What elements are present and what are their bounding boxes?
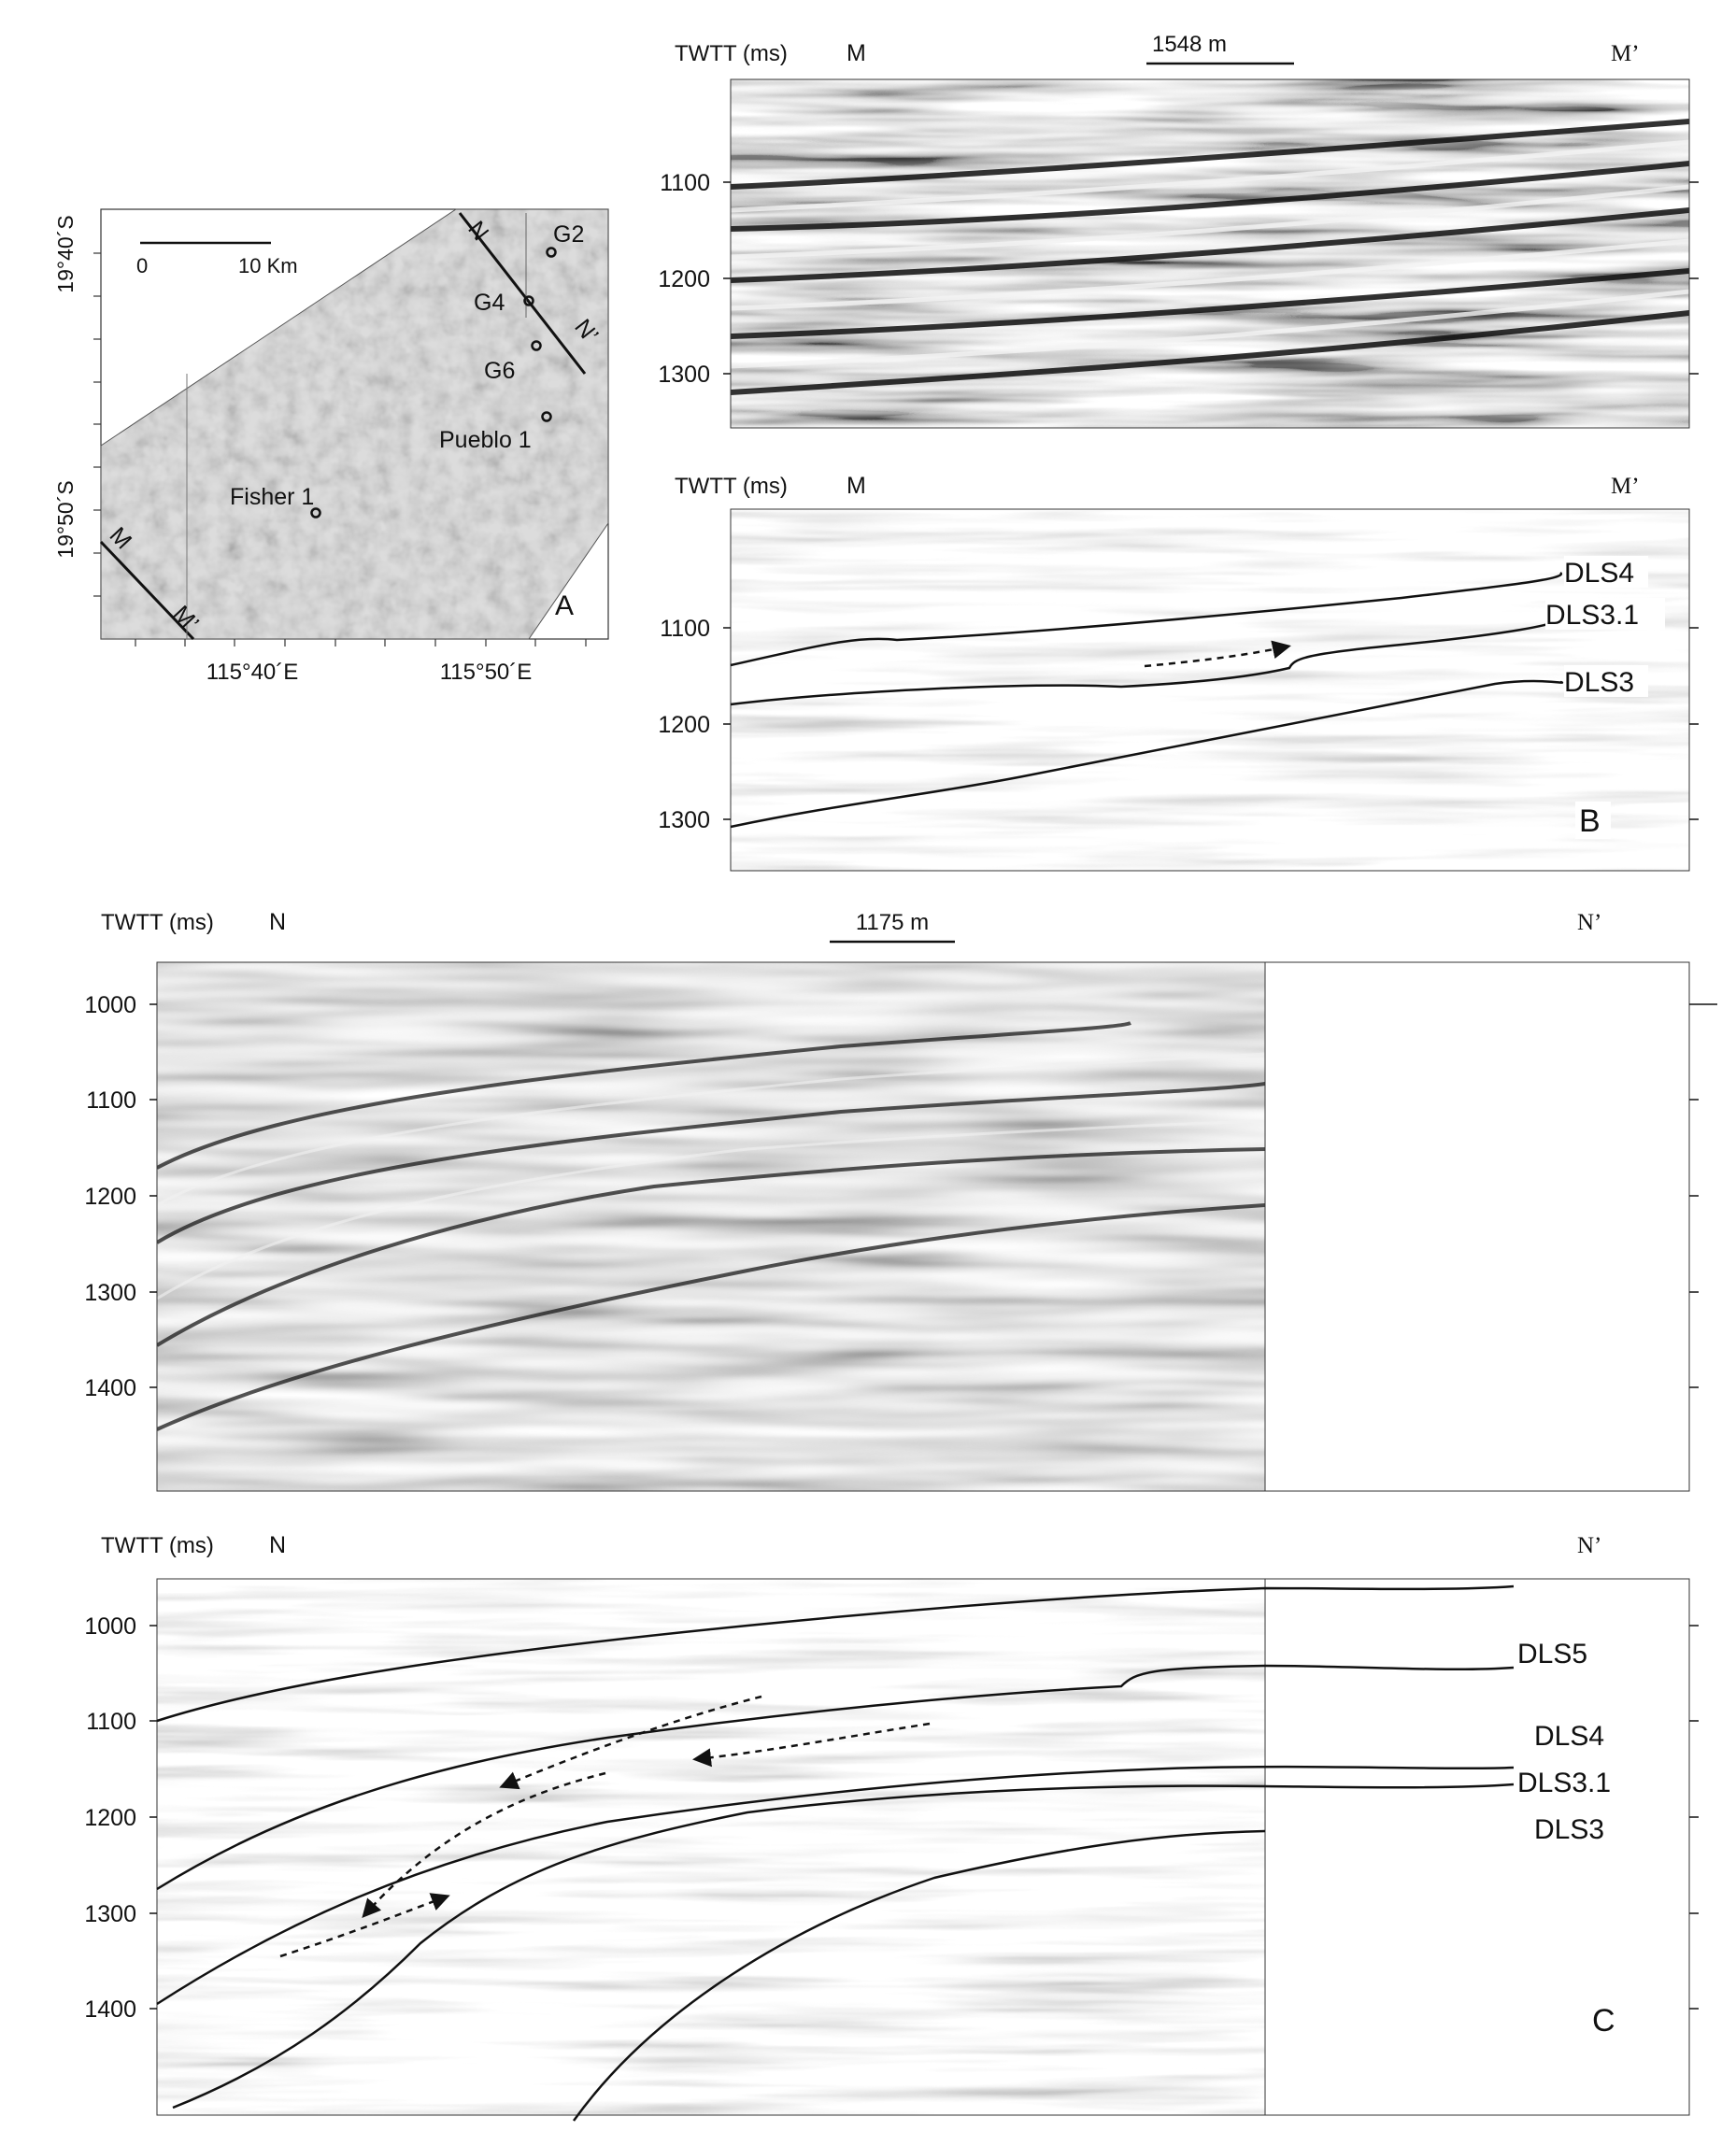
- top-tick-1200: 1200: [658, 266, 710, 292]
- map-ticks: [93, 252, 587, 646]
- c-horizon-dls5: [156, 1584, 1515, 1723]
- well-g4-marker: [523, 295, 534, 306]
- n-right-end: N’: [1577, 910, 1601, 935]
- b-horizon-labels: DLS4 DLS3.1 DLS3 B: [1545, 556, 1665, 839]
- c-right-end: N’: [1577, 1533, 1601, 1558]
- b-left-end: M: [847, 473, 866, 499]
- lon-label-west: 115°40´E: [206, 660, 299, 685]
- b-panel-letter: B: [1579, 803, 1601, 839]
- b-horizon-dls4: [730, 571, 1563, 667]
- c-horizons: [156, 1584, 1515, 2122]
- top-left-end: M: [847, 40, 866, 66]
- b-horizon-dls3.1: [730, 616, 1563, 706]
- b-label-dls4: DLS4: [1564, 558, 1634, 589]
- location-map: 19°40´S 19°50´S 115°40´E 115°50´E 0 10 K…: [53, 208, 609, 685]
- c-horizon-dls4: [156, 1664, 1515, 1891]
- n-scale-label: 1175 m: [856, 910, 929, 935]
- map-scale-label: 10 Km: [238, 254, 298, 277]
- c-label-dls4: DLS4: [1534, 1721, 1604, 1752]
- seismic-section-n-interpreted: TWTT (ms) N N’ DLS5 DLS4 DLS3.1: [84, 1532, 1699, 2122]
- top-tick-1100: 1100: [660, 170, 710, 196]
- b-axis-title: TWTT (ms): [675, 474, 788, 499]
- b-horizon-dls3: [730, 679, 1564, 829]
- c-tick-1100: 1100: [86, 1709, 136, 1735]
- b-seismic-image: [731, 509, 1689, 871]
- top-tick-1300: 1300: [658, 362, 710, 388]
- b-label-dls3.1: DLS3.1: [1545, 600, 1639, 631]
- b-tick-1200: 1200: [658, 712, 710, 738]
- c-left-end: N: [269, 1532, 286, 1558]
- c-tick-1300: 1300: [84, 1901, 136, 1927]
- well-g2-marker: [546, 247, 557, 258]
- c-horizon-dls3: [172, 1783, 1515, 2110]
- c-tick-1200: 1200: [84, 1805, 136, 1831]
- c-axis-title: TWTT (ms): [101, 1533, 214, 1558]
- lon-label-east: 115°50´E: [440, 660, 533, 685]
- c-horizon-labels: DLS5 DLS4 DLS3.1 DLS3 C: [1515, 1635, 1635, 2039]
- seismic-section-n-raw: TWTT (ms) N N’ 1175 m 100: [84, 909, 1717, 1492]
- c-seismic-image: [157, 1579, 1265, 2115]
- b-horizons: [730, 571, 1564, 829]
- b-tick-1100: 1100: [660, 616, 710, 642]
- top-axis-title: TWTT (ms): [675, 41, 788, 66]
- well-g6-label: G6: [484, 358, 515, 384]
- lat-label-north: 19°40´S: [53, 215, 78, 292]
- n-tick-1100: 1100: [86, 1087, 136, 1114]
- seismic-section-m-interpreted: TWTT (ms) M M’ DLS4 DLS3.1 DLS3 B 1100 1: [658, 473, 1699, 872]
- c-tick-1000: 1000: [84, 1613, 136, 1640]
- top-seismic-image: [731, 79, 1689, 428]
- n-left-end: N: [269, 909, 286, 935]
- well-g6-marker: [531, 340, 542, 351]
- c-label-dls3.1: DLS3.1: [1517, 1768, 1611, 1798]
- n-tick-1200: 1200: [84, 1184, 136, 1210]
- section-line-n: [458, 212, 587, 375]
- n-tick-1300: 1300: [84, 1280, 136, 1306]
- b-right-end: M’: [1611, 474, 1640, 499]
- n-seismic-image: [157, 962, 1265, 1491]
- c-label-dls3: DLS3: [1534, 1814, 1604, 1845]
- section-line-m: [99, 540, 195, 641]
- c-horizon-lower: [572, 1829, 1266, 2122]
- n-tick-1400: 1400: [84, 1375, 136, 1401]
- top-scale-label: 1548 m: [1152, 32, 1227, 57]
- c-onlap-arrows: [279, 1695, 931, 1958]
- map-scale-zero: 0: [136, 254, 148, 277]
- map-panel-letter: A: [555, 590, 574, 621]
- b-label-dls3: DLS3: [1564, 667, 1634, 698]
- c-tick-1400: 1400: [84, 1996, 136, 2023]
- well-g4-label: G4: [474, 290, 505, 316]
- b-tick-1300: 1300: [658, 807, 710, 833]
- well-g2-label: G2: [553, 221, 584, 248]
- c-label-dls5: DLS5: [1517, 1639, 1587, 1669]
- well-fisher1-label: Fisher 1: [230, 484, 314, 510]
- well-pueblo1-label: Pueblo 1: [439, 427, 532, 453]
- c-panel-letter: C: [1592, 2003, 1615, 2039]
- well-markers: [310, 247, 557, 519]
- well-pueblo1-marker: [541, 411, 552, 422]
- seismic-section-m-raw: TWTT (ms) M M’ 1548 m 11: [658, 32, 1699, 429]
- lat-label-south: 19°50´S: [53, 480, 78, 558]
- n-axis-title: TWTT (ms): [101, 910, 214, 935]
- n-tick-1000: 1000: [84, 992, 136, 1018]
- c-horizon-dls3.1: [156, 1765, 1515, 2006]
- top-right-end: M’: [1611, 41, 1640, 66]
- well-fisher1-marker: [310, 507, 321, 519]
